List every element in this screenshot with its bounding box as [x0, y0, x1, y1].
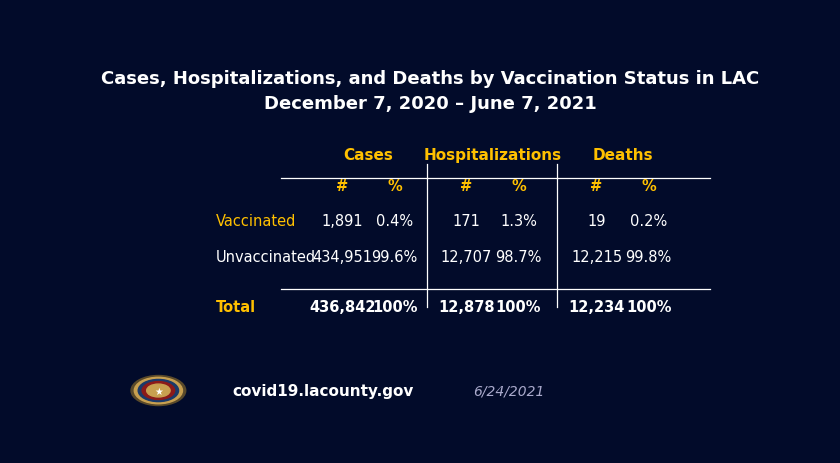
Circle shape [139, 380, 179, 402]
Text: #: # [337, 178, 349, 193]
Circle shape [134, 377, 182, 404]
Circle shape [142, 382, 175, 400]
Text: 0.2%: 0.2% [630, 214, 667, 229]
Text: Cases, Hospitalizations, and Deaths by Vaccination Status in LAC: Cases, Hospitalizations, and Deaths by V… [102, 70, 759, 88]
Text: ★: ★ [154, 386, 163, 396]
Circle shape [131, 375, 186, 406]
Text: %: % [511, 178, 526, 193]
Text: 171: 171 [453, 214, 480, 229]
Text: Hospitalizations: Hospitalizations [423, 148, 561, 163]
Text: 100%: 100% [496, 300, 541, 314]
Text: 1,891: 1,891 [322, 214, 364, 229]
Text: Unvaccinated: Unvaccinated [216, 250, 316, 264]
Text: 12,234: 12,234 [569, 300, 625, 314]
Text: 6/24/2021: 6/24/2021 [473, 384, 544, 398]
Text: covid19.lacounty.gov: covid19.lacounty.gov [232, 383, 413, 398]
Text: #: # [460, 178, 472, 193]
Text: #: # [591, 178, 602, 193]
Text: December 7, 2020 – June 7, 2021: December 7, 2020 – June 7, 2021 [264, 95, 597, 113]
Text: 436,842: 436,842 [309, 300, 375, 314]
Text: 1.3%: 1.3% [500, 214, 537, 229]
Text: 434,951: 434,951 [312, 250, 373, 264]
Text: %: % [641, 178, 656, 193]
Text: 100%: 100% [626, 300, 671, 314]
Circle shape [147, 384, 170, 397]
Text: 99.8%: 99.8% [626, 250, 672, 264]
Text: 0.4%: 0.4% [376, 214, 413, 229]
Text: Total: Total [216, 300, 256, 314]
Text: Vaccinated: Vaccinated [216, 214, 296, 229]
Text: 12,878: 12,878 [438, 300, 495, 314]
Text: 100%: 100% [372, 300, 417, 314]
Text: Cases: Cases [344, 148, 394, 163]
Text: 12,707: 12,707 [441, 250, 492, 264]
Text: Deaths: Deaths [592, 148, 653, 163]
Text: 19: 19 [587, 214, 606, 229]
Text: %: % [387, 178, 402, 193]
Text: 12,215: 12,215 [571, 250, 622, 264]
Text: 99.6%: 99.6% [371, 250, 417, 264]
Text: 98.7%: 98.7% [496, 250, 542, 264]
